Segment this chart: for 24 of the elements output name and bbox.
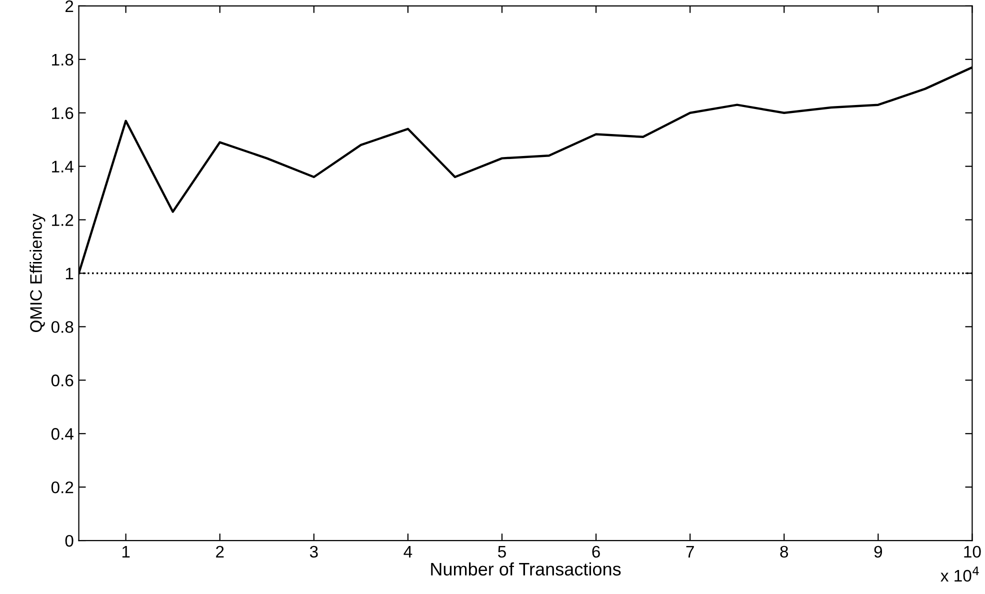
y-tick-label: 1.8: [52, 54, 74, 66]
x-tick-label: 5: [498, 546, 506, 558]
x-axis-title: Number of Transactions: [431, 562, 621, 576]
x-tick-label: 8: [780, 546, 788, 558]
x-tick-label: 2: [216, 546, 224, 558]
y-tick-label: 1.4: [52, 160, 74, 172]
y-tick-label: 0.8: [51, 321, 74, 333]
x-tick-label: 6: [592, 546, 600, 558]
y-tick-label: 1.2: [52, 214, 74, 226]
y-axis-title: QMIC Efficiency: [30, 214, 46, 332]
x-tick-label: 4: [404, 546, 412, 558]
text: x 10$^{4}$: [940, 566, 979, 582]
x-tick-label: 10: [964, 546, 981, 558]
y-tick-label: 0.4: [51, 428, 74, 440]
y-tick-label: 1.6: [52, 107, 74, 120]
y-tick-label: 0: [65, 534, 74, 547]
y-tick-label: 0.2: [51, 481, 74, 494]
y-tick-label: 1: [66, 268, 74, 280]
y-tick-label: 2: [66, 0, 74, 12]
x-tick-label: 3: [310, 546, 318, 558]
x-tick-label: 7: [686, 546, 694, 558]
y-tick-label: 0.6: [51, 374, 74, 386]
x-tick-label: 9: [874, 546, 882, 558]
x-tick-label: 1: [122, 546, 130, 558]
